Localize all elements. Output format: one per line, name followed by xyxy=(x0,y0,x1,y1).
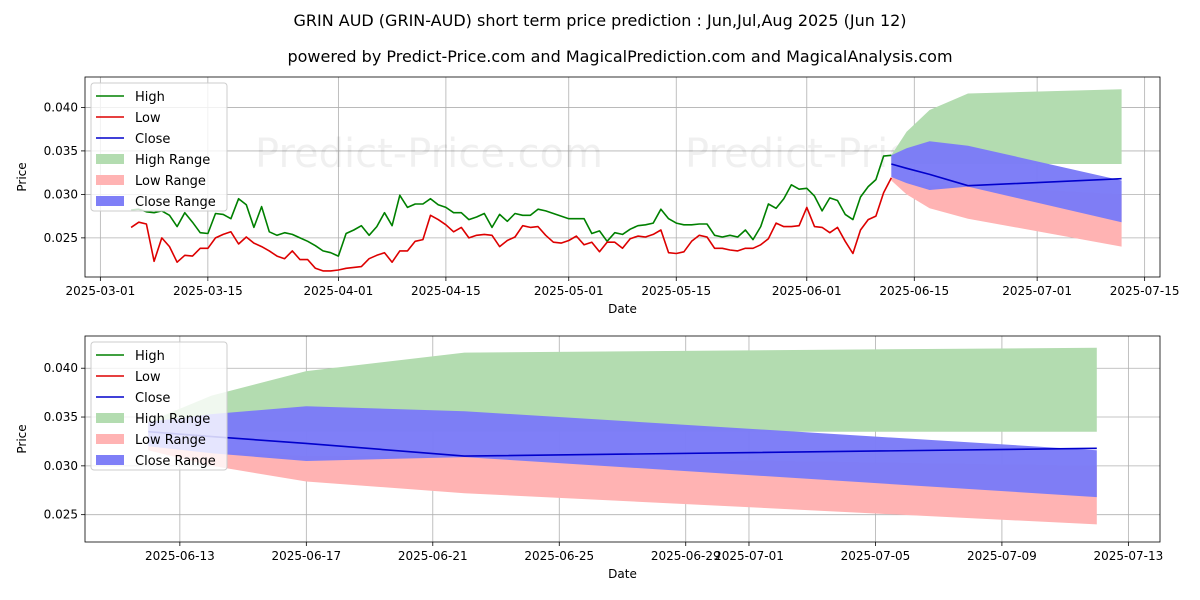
legend-label: Low Range xyxy=(135,433,206,448)
plot-frame xyxy=(84,335,1161,543)
chart-title: GRIN AUD (GRIN-AUD) short term price pre… xyxy=(293,11,906,30)
low-line xyxy=(130,177,893,272)
x-tick-label: 2025-07-01 xyxy=(1002,284,1072,298)
legend-label: High Range xyxy=(135,153,210,168)
legend-swatch xyxy=(96,154,124,164)
x-tick-label: 2025-07-15 xyxy=(1110,284,1180,298)
x-tick-label: 2025-06-15 xyxy=(879,284,949,298)
legend-item: Close Range xyxy=(96,195,216,210)
legend-item: Close xyxy=(96,132,170,147)
legend-label: High xyxy=(135,90,165,105)
y-tick-label: 0.040 xyxy=(44,100,78,114)
x-tick-label: 2025-05-15 xyxy=(641,284,711,298)
y-axis-label: Price xyxy=(15,162,29,191)
legend-swatch xyxy=(96,196,124,206)
x-tick-label: 2025-07-05 xyxy=(841,549,911,563)
legend-swatch xyxy=(96,413,124,423)
legend-label: Close xyxy=(135,132,170,147)
x-tick-label: 2025-06-29 xyxy=(651,549,721,563)
forecast-chart-panel: Predict-Price.comPredict-Price.com2025-0… xyxy=(15,335,1163,581)
legend-label: Low xyxy=(135,370,161,385)
legend-item: Close Range xyxy=(96,454,216,469)
plot-frame xyxy=(84,76,1161,278)
y-tick-label: 0.030 xyxy=(44,187,78,201)
legend-label: Close Range xyxy=(135,454,216,469)
x-tick-label: 2025-03-01 xyxy=(65,284,135,298)
legend-item: Low Range xyxy=(96,174,206,189)
legend-item: High xyxy=(96,90,165,105)
x-tick-label: 2025-06-17 xyxy=(271,549,341,563)
x-axis-label: Date xyxy=(608,302,637,316)
legend-item: Low xyxy=(96,111,161,126)
x-tick-label: 2025-07-09 xyxy=(967,549,1037,563)
x-tick-label: 2025-04-15 xyxy=(411,284,481,298)
y-tick-label: 0.040 xyxy=(44,361,78,375)
chart-subtitle: powered by Predict-Price.com and Magical… xyxy=(287,47,952,66)
y-tick-label: 0.035 xyxy=(44,144,78,158)
legend-label: Low xyxy=(135,111,161,126)
x-axis-label: Date xyxy=(608,567,637,581)
plot-area xyxy=(130,89,1122,272)
legend-swatch xyxy=(96,434,124,444)
legend-box xyxy=(90,341,228,471)
y-tick-label: 0.030 xyxy=(44,459,78,473)
x-tick-label: 2025-06-01 xyxy=(772,284,842,298)
legend-item: Low xyxy=(96,370,161,385)
y-tick-label: 0.035 xyxy=(44,410,78,424)
axes: 2025-06-13 2025-06-17 2025-06-21 2025-06-25… xyxy=(15,361,1163,581)
history-chart-panel: Predict-Price.com Predict-Price.com2025-0… xyxy=(15,76,1180,316)
x-tick-label: 2025-06-13 xyxy=(145,549,215,563)
axes: 2025-03-01 2025-03-15 2025-04-01 2025-04-15… xyxy=(15,100,1180,316)
y-tick-label: 0.025 xyxy=(44,231,78,245)
legend-swatch xyxy=(96,455,124,465)
x-tick-label: 2025-05-01 xyxy=(534,284,604,298)
x-tick-label: 2025-03-15 xyxy=(173,284,243,298)
high-line xyxy=(131,154,892,257)
legend-item: Close xyxy=(96,391,170,406)
legend: High Low Close High Range Low Range Close Ran… xyxy=(90,341,228,471)
legend: High Low Close High Range Low Range Close Ran… xyxy=(90,82,228,212)
close-range-area xyxy=(891,141,1122,223)
close-line xyxy=(891,163,1122,187)
x-tick-label: 2025-07-13 xyxy=(1094,549,1164,563)
legend-label: High xyxy=(135,349,165,364)
legend-item: Low Range xyxy=(96,433,206,448)
plot-area xyxy=(148,347,1097,525)
x-tick-label: 2025-06-21 xyxy=(398,549,468,563)
watermark-text: Predict-Price.com xyxy=(255,131,603,177)
legend-swatch xyxy=(96,175,124,185)
legend-label: Close xyxy=(135,391,170,406)
close-range-area xyxy=(148,406,1097,498)
legend-label: Close Range xyxy=(135,195,216,210)
legend-item: High Range xyxy=(96,412,210,427)
legend-label: High Range xyxy=(135,412,210,427)
legend-item: High xyxy=(96,349,165,364)
y-tick-label: 0.025 xyxy=(44,508,78,522)
legend-item: High Range xyxy=(96,153,210,168)
legend-box xyxy=(90,82,228,212)
legend-label: Low Range xyxy=(135,174,206,189)
x-tick-label: 2025-04-01 xyxy=(304,284,374,298)
y-axis-label: Price xyxy=(15,424,29,453)
x-tick-label: 2025-06-25 xyxy=(524,549,594,563)
x-tick-label: 2025-07-01 xyxy=(714,549,784,563)
